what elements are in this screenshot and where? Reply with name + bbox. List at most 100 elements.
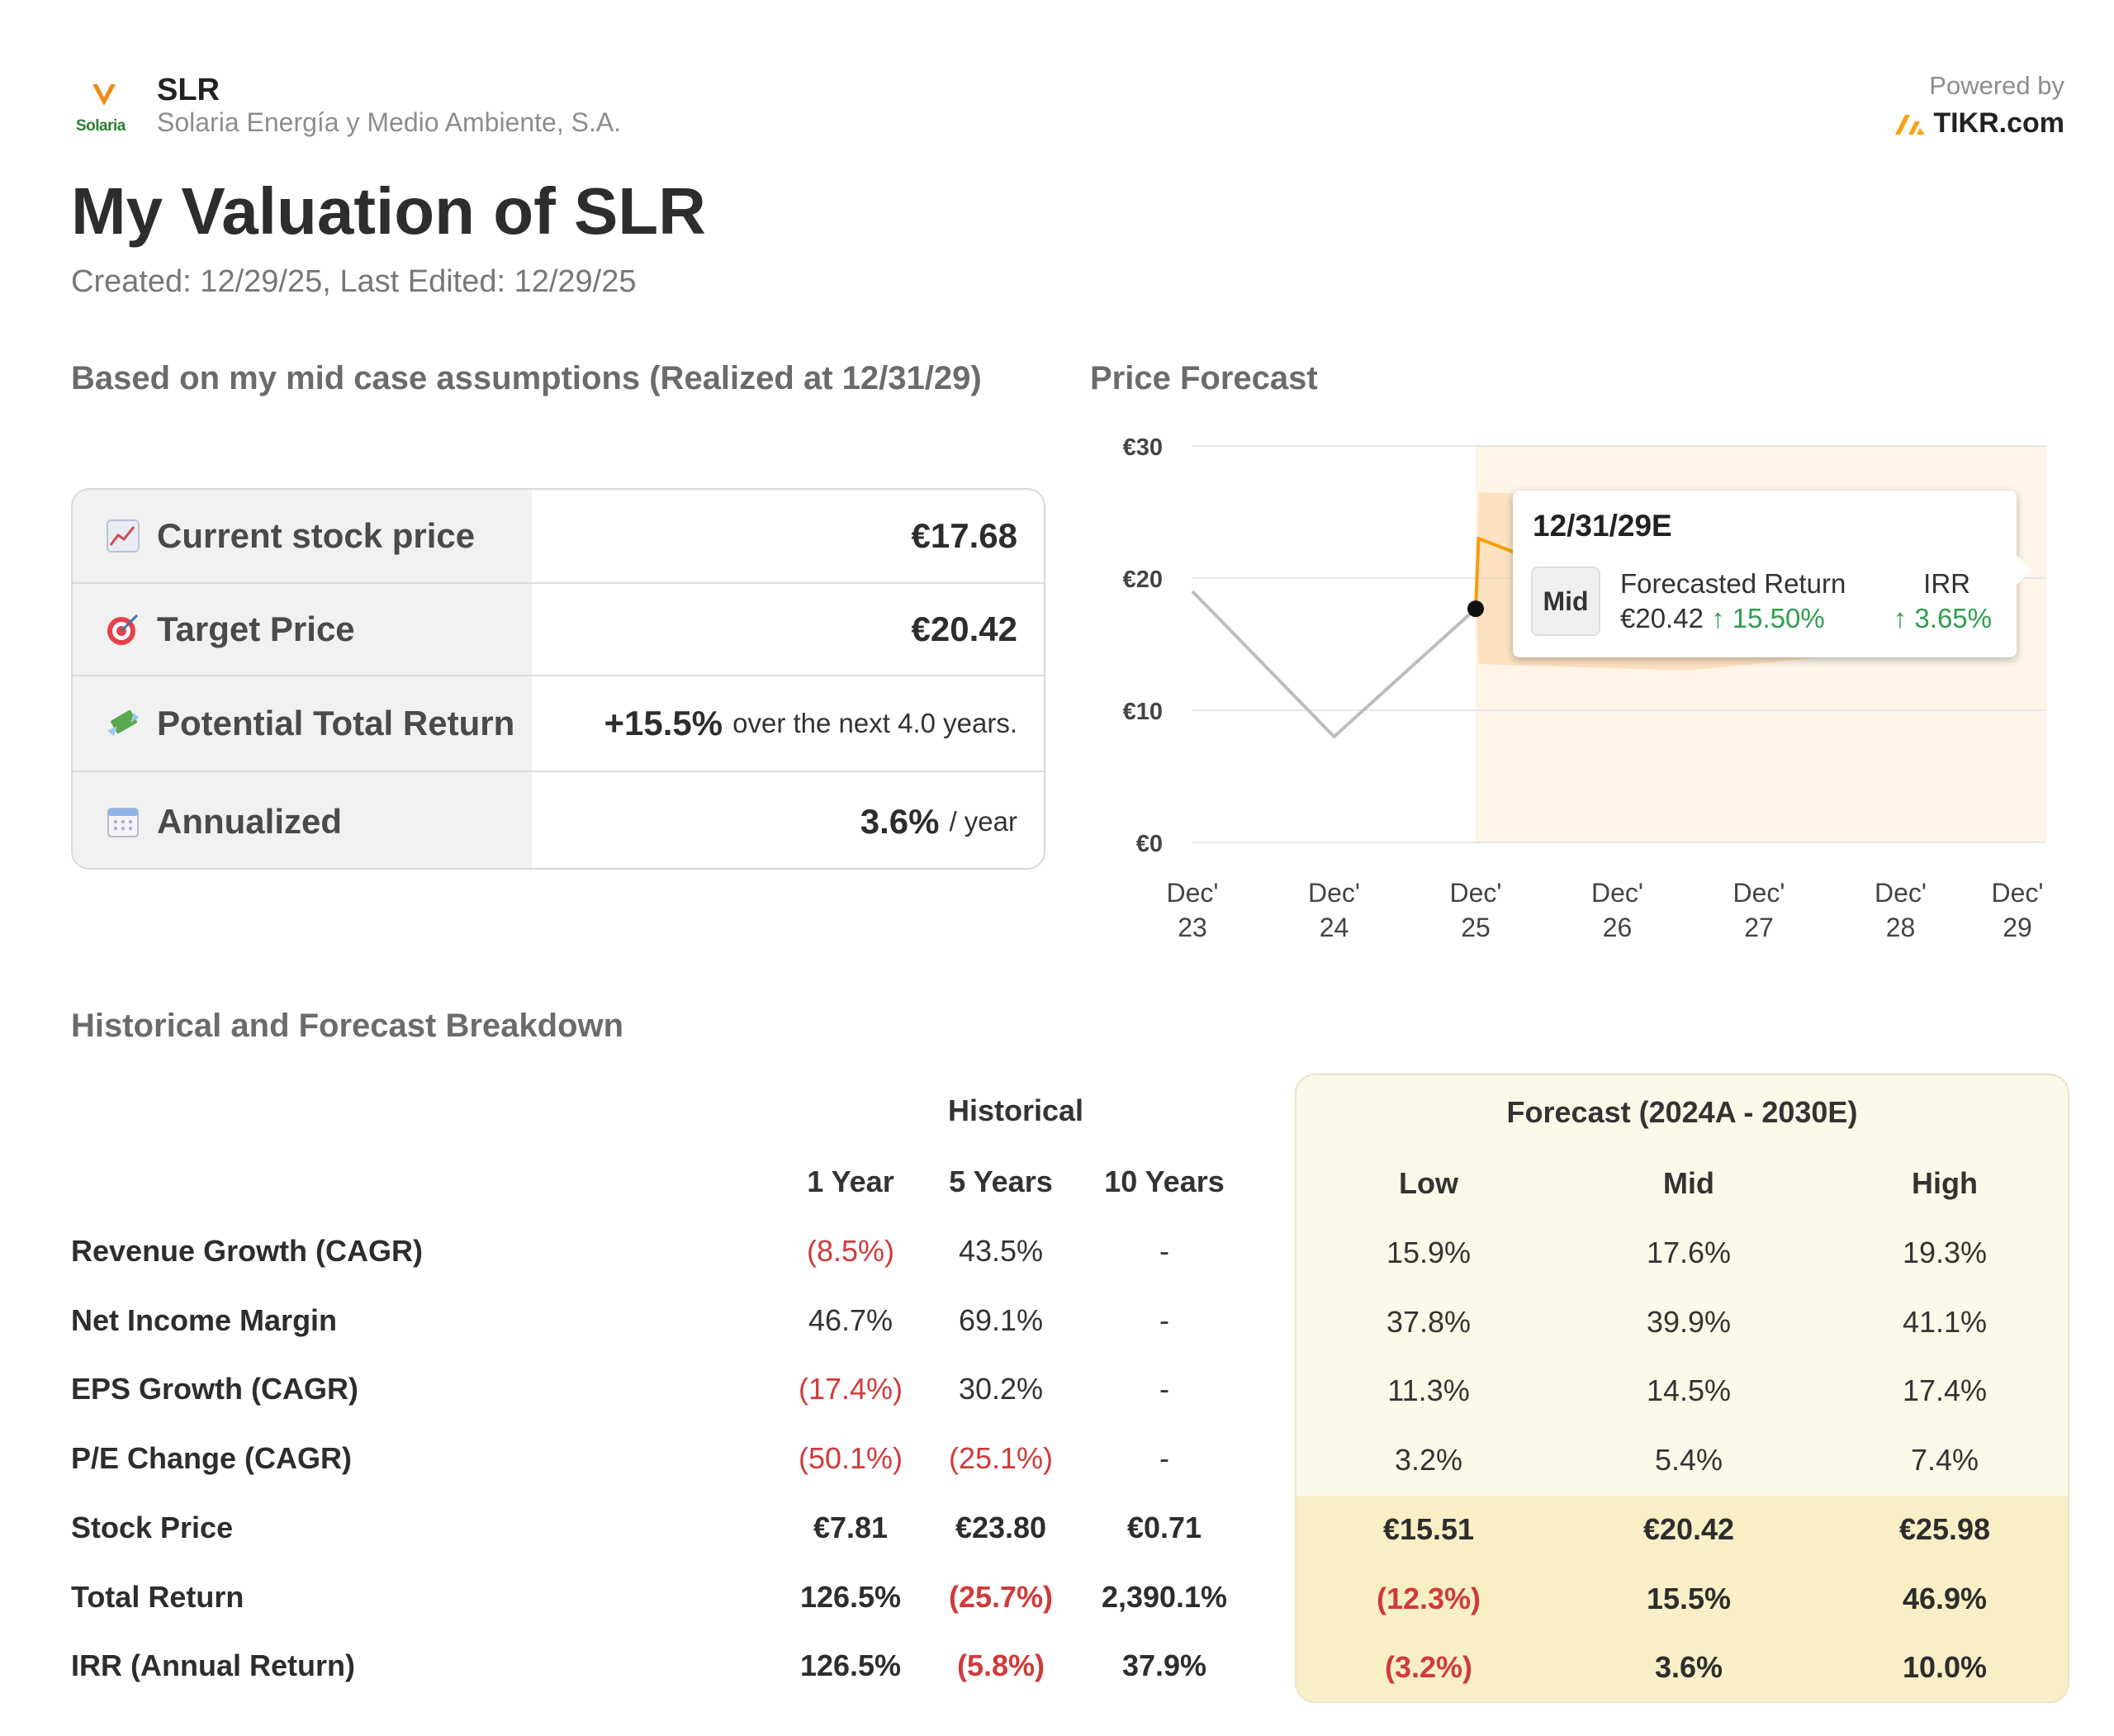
row-label: P/E Change (CAGR) (71, 1441, 353, 1475)
tikr-logo-icon (1895, 114, 1926, 135)
money-with-wings-icon (106, 706, 140, 741)
table-cell: 7.4% (1910, 1443, 1979, 1477)
table-cell: €7.81 (813, 1511, 889, 1544)
historical-group-header: Historical (947, 1093, 1084, 1127)
y-tick-label: €10 (1123, 699, 1163, 725)
calendar-icon (106, 804, 140, 839)
table-cell: - (1159, 1303, 1169, 1337)
table-cell: 126.5% (799, 1648, 902, 1682)
row-label: IRR (Annual Return) (71, 1648, 355, 1682)
table-cell: (3.2%) (1384, 1650, 1473, 1684)
ticker-symbol: SLR (157, 73, 220, 107)
x-tick-label: Dec' (1991, 878, 2043, 908)
forecast-panel (1295, 1074, 2069, 1703)
table-cell: (5.8%) (956, 1648, 1045, 1682)
table-cell: 30.2% (958, 1372, 1044, 1406)
chart-heading: Price Forecast (1090, 360, 1318, 396)
column-header-5-years: 5 Years (949, 1164, 1053, 1198)
table-cell: 15.9% (1386, 1236, 1472, 1269)
forecast-panel-highlight (1296, 1496, 2068, 1701)
table-cell: €23.80 (955, 1511, 1047, 1544)
company-name: Solaria Energía y Medio Ambiente, S.A. (157, 107, 622, 137)
target-price-value: €20.42 (911, 609, 1017, 648)
y-tick-label: €30 (1123, 434, 1163, 461)
table-cell: 3.6% (1654, 1650, 1723, 1684)
x-tick-label: Dec' (1449, 878, 1501, 908)
tooltip-irr-label: IRR (1923, 568, 1970, 599)
table-cell: 2,390.1% (1101, 1580, 1228, 1614)
column-header-10-years: 10 Years (1104, 1164, 1225, 1198)
table-cell: 69.1% (958, 1303, 1044, 1337)
row-label: Net Income Margin (71, 1303, 338, 1337)
table-cell: 5.4% (1654, 1443, 1723, 1477)
column-header-1-year: 1 Year (807, 1164, 894, 1198)
summary-row-annualized: Annualized 3.6% / year (73, 771, 1044, 868)
tooltip-return-label: Forecasted Return (1620, 568, 1846, 599)
table-cell: - (1159, 1234, 1169, 1268)
column-header-high: High (1912, 1166, 1978, 1200)
table-cell: (25.1%) (948, 1441, 1054, 1475)
table-cell: (12.3%) (1376, 1582, 1481, 1615)
table-cell: €25.98 (1898, 1512, 1991, 1546)
x-tick-label: 26 (1603, 913, 1633, 942)
table-cell: 46.7% (808, 1303, 893, 1337)
x-tick-label: 25 (1461, 913, 1491, 942)
table-cell: 37.9% (1121, 1648, 1207, 1682)
table-cell: 37.8% (1386, 1305, 1472, 1339)
table-cell: 14.5% (1646, 1373, 1732, 1407)
table-cell: 15.5% (1646, 1582, 1732, 1615)
target-icon (106, 612, 140, 647)
x-tick-label: Dec' (1875, 878, 1927, 908)
x-tick-label: 28 (1886, 913, 1916, 942)
page-header: Solaria SLR Solaria Energía y Medio Ambi… (71, 71, 2064, 145)
annualized-value: 3.6% (860, 802, 940, 841)
company-logo: Solaria (71, 83, 137, 135)
tooltip-date: 12/31/29E (1533, 509, 1672, 543)
x-tick-label: Dec' (1732, 878, 1785, 908)
table-cell: 43.5% (958, 1234, 1044, 1268)
x-tick-label: 23 (1178, 913, 1207, 942)
row-label: Revenue Growth (CAGR) (71, 1234, 424, 1268)
x-tick-label: Dec' (1166, 878, 1218, 908)
table-cell: - (1159, 1441, 1169, 1475)
tooltip-return-value: €20.42 ↑ 15.50% (1620, 603, 1825, 633)
summary-row-current-price: Current stock price €17.68 (73, 490, 1044, 582)
table-cell: €0.71 (1126, 1511, 1202, 1544)
x-tick-label: Dec' (1591, 878, 1643, 908)
y-tick-label: €20 (1123, 567, 1163, 593)
table-cell: €20.42 (1642, 1512, 1735, 1546)
table-cell: 3.2% (1394, 1443, 1463, 1477)
row-label: Total Return (71, 1580, 244, 1614)
summary-row-total-return: Potential Total Return +15.5% over the ne… (73, 675, 1044, 771)
table-cell: (25.7%) (948, 1580, 1054, 1614)
table-cell: 17.6% (1646, 1236, 1732, 1269)
table-cell: 46.9% (1902, 1582, 1988, 1615)
chart-increasing-icon (106, 519, 140, 553)
x-tick-label: 27 (1744, 913, 1774, 942)
table-cell: 11.3% (1387, 1373, 1470, 1407)
powered-by-label: Powered by (1929, 71, 2064, 100)
column-header-low: Low (1399, 1166, 1458, 1200)
current-price-value: €17.68 (911, 516, 1017, 555)
table-cell: 19.3% (1902, 1236, 1988, 1269)
table-cell: (50.1%) (798, 1441, 903, 1475)
annualized-suffix: / year (949, 806, 1017, 837)
table-cell: (8.5%) (806, 1234, 895, 1268)
series-line-historical (1191, 590, 1477, 738)
chart-tooltip: 12/31/29E Mid Forecasted Return €20.42 ↑… (1513, 491, 2031, 657)
table-cell: 41.1% (1902, 1305, 1988, 1339)
table-cell: (17.4%) (798, 1372, 903, 1406)
table-cell: 17.4% (1902, 1373, 1988, 1407)
row-label: EPS Growth (CAGR) (71, 1372, 358, 1406)
table-cell: - (1159, 1372, 1169, 1406)
summary-row-target-price: Target Price €20.42 (73, 582, 1044, 675)
tooltip-case-badge: Mid (1531, 567, 1600, 636)
page-title: My Valuation of SLR (71, 174, 706, 248)
y-tick-label: €0 (1136, 831, 1163, 857)
tooltip-irr-value: ↑ 3.65% (1893, 603, 1992, 633)
tikr-brand-link[interactable]: TIKR.com (1894, 107, 2064, 140)
breakdown-heading: Historical and Forecast Breakdown (71, 1008, 624, 1044)
current-price-point (1467, 600, 1484, 618)
row-label: Stock Price (71, 1511, 234, 1544)
forecast-group-header: Forecast (2024A - 2030E) (1506, 1095, 1858, 1129)
